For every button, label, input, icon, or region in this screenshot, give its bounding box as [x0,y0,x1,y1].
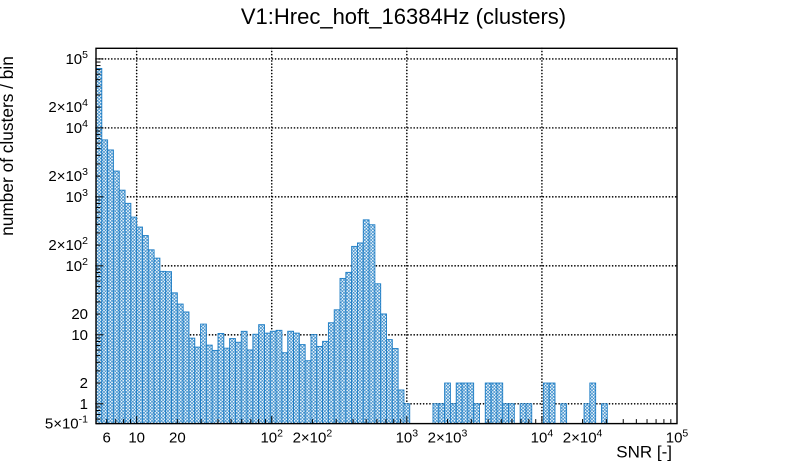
svg-text:V1:Hrec_hoft_16384Hz (clusters: V1:Hrec_hoft_16384Hz (clusters) [241,4,566,29]
svg-text:2: 2 [80,375,88,392]
svg-text:10: 10 [71,327,88,344]
svg-text:10: 10 [128,430,145,447]
svg-text:20: 20 [71,306,88,323]
svg-text:SNR [-]: SNR [-] [616,443,672,462]
svg-text:20: 20 [169,430,186,447]
svg-text:number of clusters / bin: number of clusters / bin [0,56,17,236]
svg-text:6: 6 [103,430,111,447]
svg-text:1: 1 [80,396,88,413]
